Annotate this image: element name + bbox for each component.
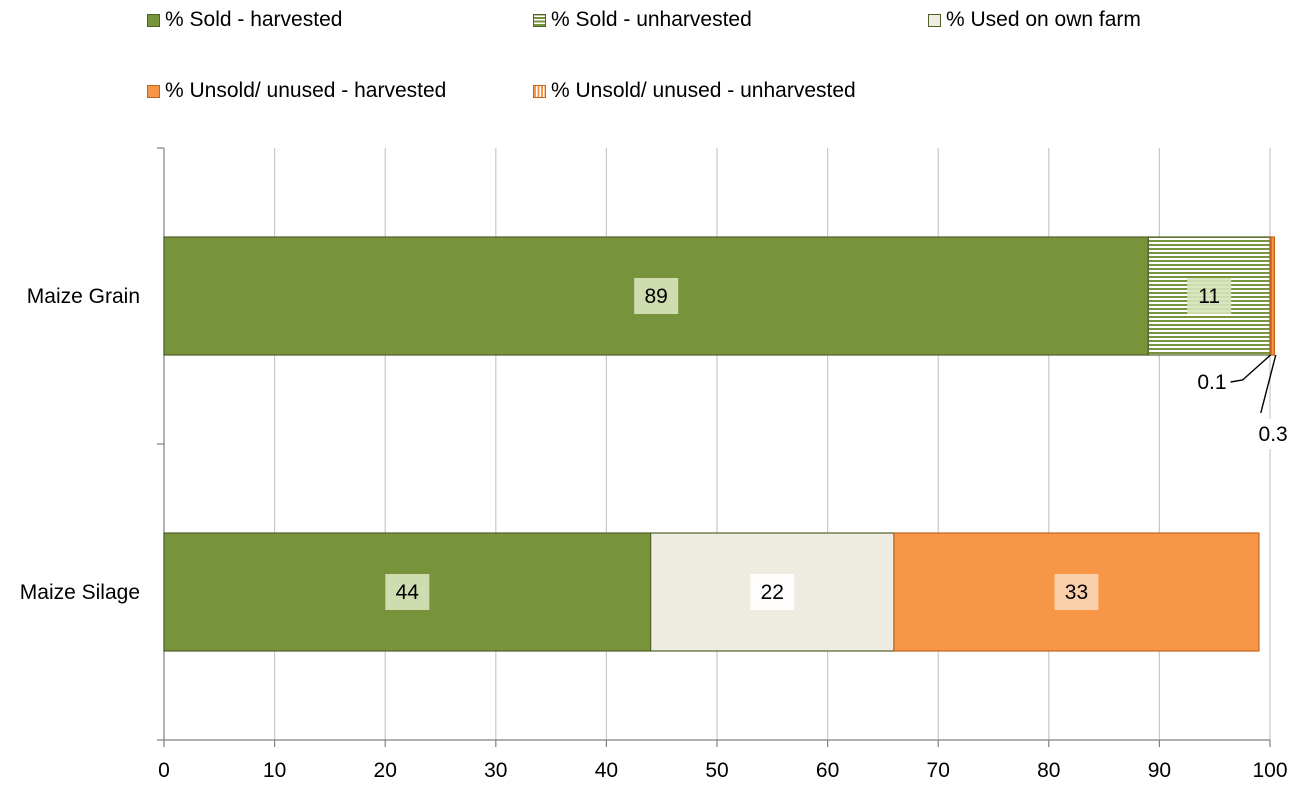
y-tick-label-maize-silage: Maize Silage [20,581,140,604]
data-label-bg [385,574,430,610]
x-tick-label-90: 90 [1148,759,1171,782]
y-tick-label-maize-grain: Maize Grain [27,285,140,308]
x-tick-label-0: 0 [158,759,170,782]
data-label-bg [750,574,795,610]
legend-label: % Sold - harvested [165,8,343,31]
callout-line-unsold-unused-unharvested [1230,354,1272,383]
x-tick-label-20: 20 [374,759,397,782]
data-label-bg [634,278,679,314]
callout-line-unsold-unused-harvested [1260,354,1277,414]
legend-item-sold-harvested: % Sold - harvested [147,8,342,32]
legend-item-used-on-own-farm: % Used on own farm [928,8,1141,32]
legend-swatch-sold-harvested [147,13,160,27]
legend: % Sold - harvested % Sold - unharvested % … [0,0,1306,120]
data-label-maize-grain-sold-harvested: 89 [644,285,667,308]
legend-item-unsold-unused-harvested: % Unsold/ unused - harvested [147,79,446,103]
bar-maize-grain-unsold-unused-harvested [1270,236,1276,356]
legend-item-sold-unharvested: % Sold - unharvested [533,8,752,32]
data-label-bg [1187,278,1232,314]
legend-swatch-sold-unharvested [533,13,546,27]
legend-label: % Unsold/ unused - harvested [165,79,447,102]
data-label-maize-grain-unsold-unused-unharvested: 0.1 [1197,371,1226,394]
legend-swatch-used-on-own-farm [928,13,941,27]
data-label-maize-grain-sold-unharvested: 11 [1198,285,1220,308]
x-tick-label-70: 70 [927,759,950,782]
legend-swatch-unsold-unused-unharvested [533,84,546,98]
x-tick-label-40: 40 [595,759,618,782]
x-tick-label-80: 80 [1037,759,1060,782]
legend-item-unsold-unused-unharvested: % Unsold/ unused - unharvested [533,79,856,103]
legend-swatch-unsold-unused-harvested [147,84,160,98]
x-tick-label-50: 50 [705,759,728,782]
data-label-maize-silage-sold-harvested: 44 [396,581,420,604]
x-tick-label-10: 10 [263,759,286,782]
legend-label: % Unsold/ unused - unharvested [551,79,856,102]
data-label-maize-grain-unsold-unused-harvested: 0.3 [1259,423,1288,446]
callout-bg [1247,419,1290,449]
legend-label: % Sold - unharvested [551,8,752,31]
data-label-maize-silage-unsold-unused-harvested: 33 [1065,581,1088,604]
x-tick-label-100: 100 [1252,759,1287,782]
data-label-maize-silage-used-on-own-farm: 22 [761,581,784,604]
x-tick-label-30: 30 [484,759,507,782]
x-tick-label-60: 60 [816,759,839,782]
data-label-bg [1054,574,1099,610]
legend-label: % Used on own farm [946,8,1141,31]
